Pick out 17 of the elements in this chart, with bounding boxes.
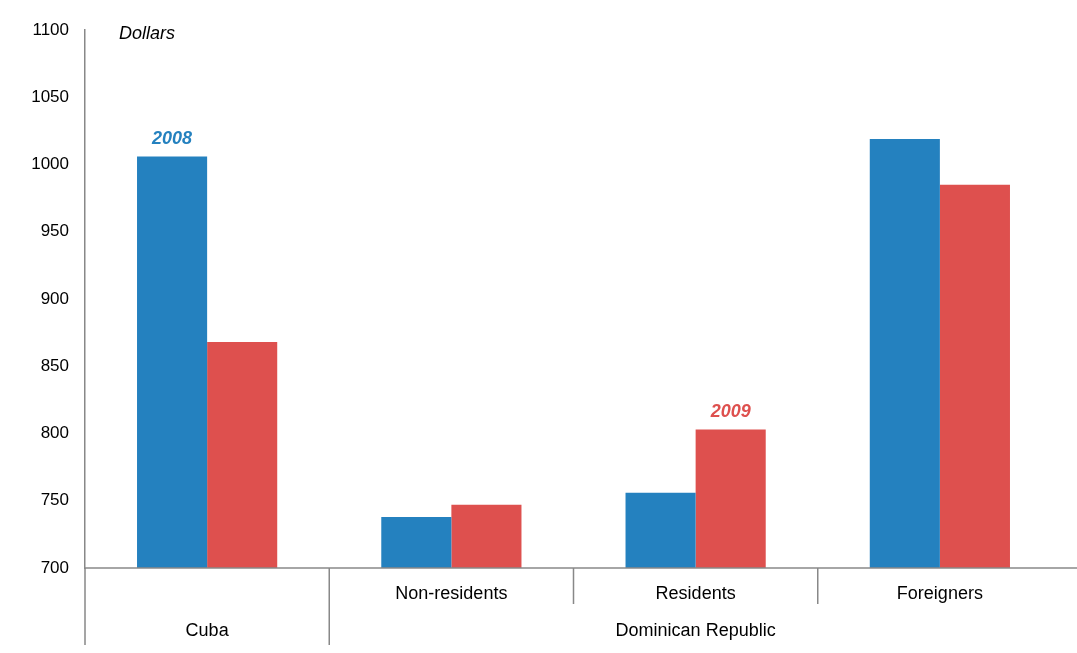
x-tick-label: Foreigners (896, 582, 983, 603)
y-tick-label: 750 (40, 490, 69, 510)
y-tick-label: 950 (40, 221, 69, 241)
y-tick-label: 800 (40, 423, 69, 443)
x-tick-label: Non-residents (395, 582, 508, 603)
y-tick-label: 850 (40, 355, 69, 375)
x-tick-label: Residents (655, 582, 736, 603)
annotation: 2009 (709, 401, 751, 422)
text: Dominican Republic (615, 619, 776, 640)
y-axis-title: Dollars (119, 23, 176, 43)
text: Cuba (185, 619, 230, 640)
y-tick-label: 1050 (31, 86, 69, 106)
annotation: 2008 (151, 128, 193, 149)
y-tick-label: 1100 (32, 19, 69, 39)
y-tick-label: 1000 (31, 154, 69, 174)
y-tick-label: 900 (40, 288, 69, 308)
y-tick-label: 700 (40, 557, 69, 577)
